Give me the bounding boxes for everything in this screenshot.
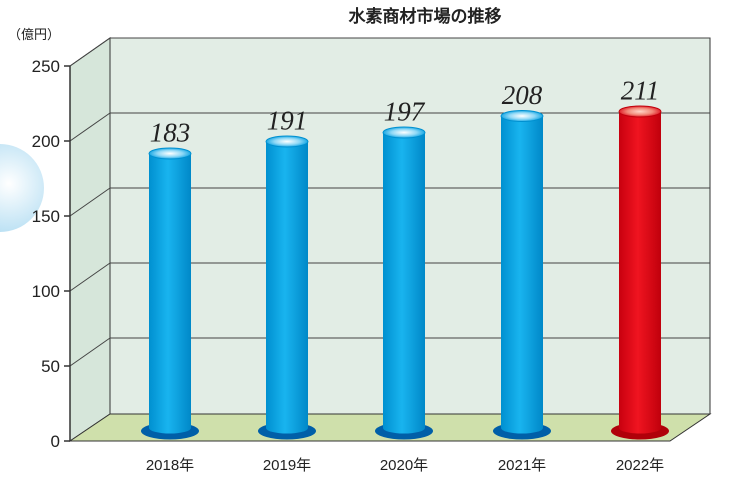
bar-top [500,110,544,122]
unit-label: （億円） [8,27,60,43]
x-axis: 2018年 2019年 2020年 2021年 2022年 [146,457,664,474]
value-label: 197 [384,97,426,127]
bar-2022年: 211 [611,76,669,440]
y-tick-label: 150 [32,207,60,226]
bar-2021年: 208 [493,80,551,440]
chart-title: 水素商材市場の推移 [349,6,502,27]
y-tick-label: 0 [51,432,60,451]
x-tick-label: 2022年 [616,457,664,474]
side-wall [69,37,111,442]
value-label: 191 [267,106,308,136]
gridline-side [69,37,111,67]
value-label: 211 [621,76,660,106]
bar-top [148,147,192,160]
bar-body [266,141,308,434]
bar-2019年: 191 [258,106,316,440]
bar-2018年: 183 [141,118,199,440]
x-tick-label: 2020年 [380,457,428,474]
bar-2020年: 197 [375,97,433,440]
y-tick-label: 250 [32,57,60,76]
y-tick-label: 100 [32,282,60,301]
x-tick-label: 2021年 [498,457,546,474]
bar-top [618,105,662,118]
bar-body [383,132,425,434]
bar-body [619,111,661,434]
decorative-bubble [0,144,44,232]
gridlines [69,37,710,367]
gridline-side [69,112,111,142]
gridline-side [69,262,111,292]
y-axis: 0 50 100 150 200 250 [32,57,71,451]
x-tick-label: 2019年 [263,457,311,474]
bar-body [501,116,543,434]
bar-top [265,135,309,148]
bar-body [149,153,191,434]
value-label: 208 [502,80,543,110]
y-tick-label: 50 [41,357,60,376]
gridline-side [69,187,111,217]
bar-top [382,126,426,139]
x-tick-label: 2018年 [146,457,194,474]
bars: 183 191 197 208 211 [141,76,669,440]
value-label: 183 [150,118,191,148]
gridline-side [69,337,111,367]
y-tick-label: 200 [32,132,60,151]
